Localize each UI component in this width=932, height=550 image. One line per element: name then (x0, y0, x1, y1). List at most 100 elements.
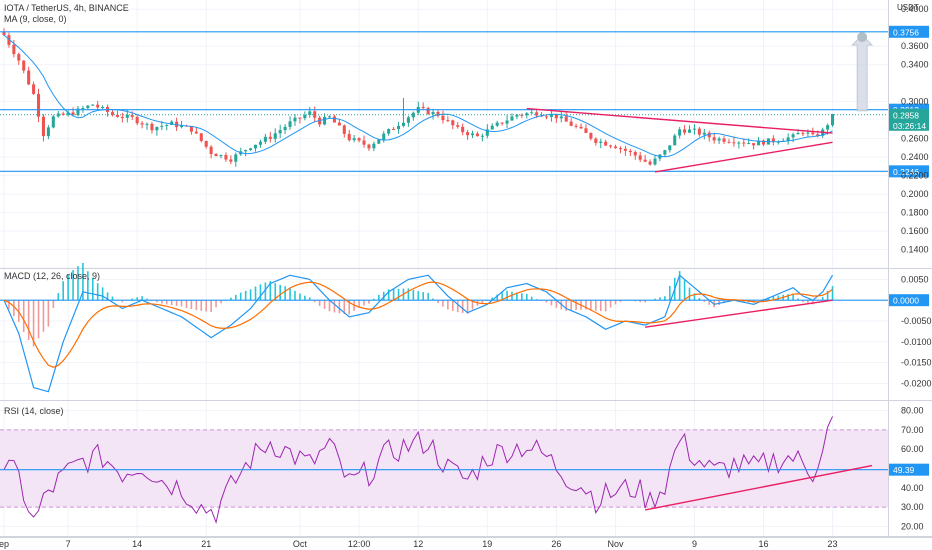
candle (461, 126, 465, 133)
candle (569, 121, 573, 126)
rsi-trendline[interactable] (645, 464, 873, 511)
candle (377, 139, 381, 144)
macd-histogram-bar (313, 300, 316, 303)
macd-histogram-bar (619, 300, 622, 302)
time-axis-tick: ep (0, 539, 9, 549)
candle (589, 132, 593, 139)
macd-histogram-bar (422, 292, 425, 301)
macd-histogram-bar (8, 300, 10, 310)
macd-trendline[interactable] (645, 299, 833, 328)
candle (722, 138, 726, 142)
candle (623, 148, 627, 151)
candle (485, 129, 489, 136)
candle (397, 125, 401, 130)
candle (273, 133, 277, 139)
macd-histogram-bar (466, 300, 469, 314)
macd-histogram-bar (131, 298, 134, 301)
candle (520, 114, 524, 116)
candle (811, 132, 815, 135)
candle (189, 126, 193, 132)
macd-histogram-bar (387, 289, 390, 301)
projection-arrow[interactable] (851, 34, 874, 112)
macd-histogram-bar (545, 300, 548, 303)
candle (278, 130, 282, 134)
rsi-current-label: 49.39 (893, 465, 915, 475)
candle (490, 125, 494, 130)
price-axis-tick: 0.1800 (901, 208, 929, 218)
candle (431, 111, 435, 115)
candle (426, 107, 430, 115)
macd-histogram-bar (338, 300, 341, 314)
candle (347, 133, 351, 141)
macd-histogram-bar (609, 300, 612, 308)
macd-histogram-bar (481, 300, 484, 304)
macd-histogram-bar (456, 300, 459, 313)
macd-histogram-bar (392, 289, 395, 301)
candle (544, 116, 549, 118)
macd-histogram-bar (234, 294, 237, 301)
candle (110, 112, 115, 115)
macd-axis-tick: -0.0150 (901, 358, 932, 368)
candle (446, 120, 450, 122)
macd-histogram-bar (792, 293, 794, 301)
candle (628, 150, 632, 152)
candle (2, 31, 6, 36)
macd-histogram-bar (328, 300, 331, 312)
macd-histogram-bar (230, 297, 232, 301)
candle (120, 116, 124, 118)
candle (594, 138, 598, 143)
macd-histogram-bar (121, 300, 124, 303)
candle (293, 117, 297, 122)
candle (66, 112, 70, 115)
macd-histogram-bar (595, 300, 597, 311)
macd-line (3, 274, 834, 393)
candle (500, 122, 504, 124)
candle (584, 128, 588, 133)
macd-histogram-bar (22, 300, 25, 332)
upper-trendline[interactable] (526, 107, 833, 134)
candle (653, 158, 657, 165)
macd-histogram-bar (511, 291, 513, 301)
rsi-axis-tick: 20.00 (901, 521, 924, 531)
macd-histogram-bar (87, 271, 89, 301)
level-tag-label-1: 0.3756 (893, 27, 919, 37)
candle (786, 137, 790, 141)
ma-line (3, 34, 833, 158)
candle (712, 137, 716, 141)
macd-histogram-bar (220, 300, 222, 304)
macd-histogram-bar (294, 290, 296, 301)
candle (480, 135, 484, 137)
candle (727, 141, 731, 143)
macd-histogram-bar (175, 300, 178, 306)
candle (574, 125, 578, 127)
macd-histogram-bar (72, 270, 74, 301)
macd-histogram-bar (146, 298, 148, 301)
macd-histogram-bar (590, 300, 592, 311)
candle (194, 131, 198, 134)
candle (618, 148, 623, 150)
candle (199, 133, 203, 141)
macd-histogram-bar (703, 300, 706, 302)
macd-current-label: 0.0000 (893, 296, 919, 306)
macd-histogram-bar (807, 300, 809, 304)
macd-histogram-bar (308, 297, 311, 301)
candle (298, 117, 302, 119)
macd-histogram-bar (634, 300, 637, 302)
candle (816, 134, 820, 136)
price-axis-tick: 0.4000 (901, 4, 929, 14)
macd-histogram-bar (161, 300, 163, 304)
lower-trendline[interactable] (654, 141, 833, 173)
candle (372, 143, 376, 149)
candle (46, 127, 50, 137)
macd-histogram-bar (718, 300, 720, 305)
candle (673, 135, 677, 146)
candle (668, 145, 672, 151)
macd-histogram-bar (141, 296, 143, 301)
candle (155, 126, 159, 131)
macd-histogram-bar (195, 300, 198, 311)
candle (806, 132, 810, 134)
candle (421, 106, 425, 108)
macd-histogram-bar (668, 285, 671, 301)
candle (337, 122, 341, 126)
